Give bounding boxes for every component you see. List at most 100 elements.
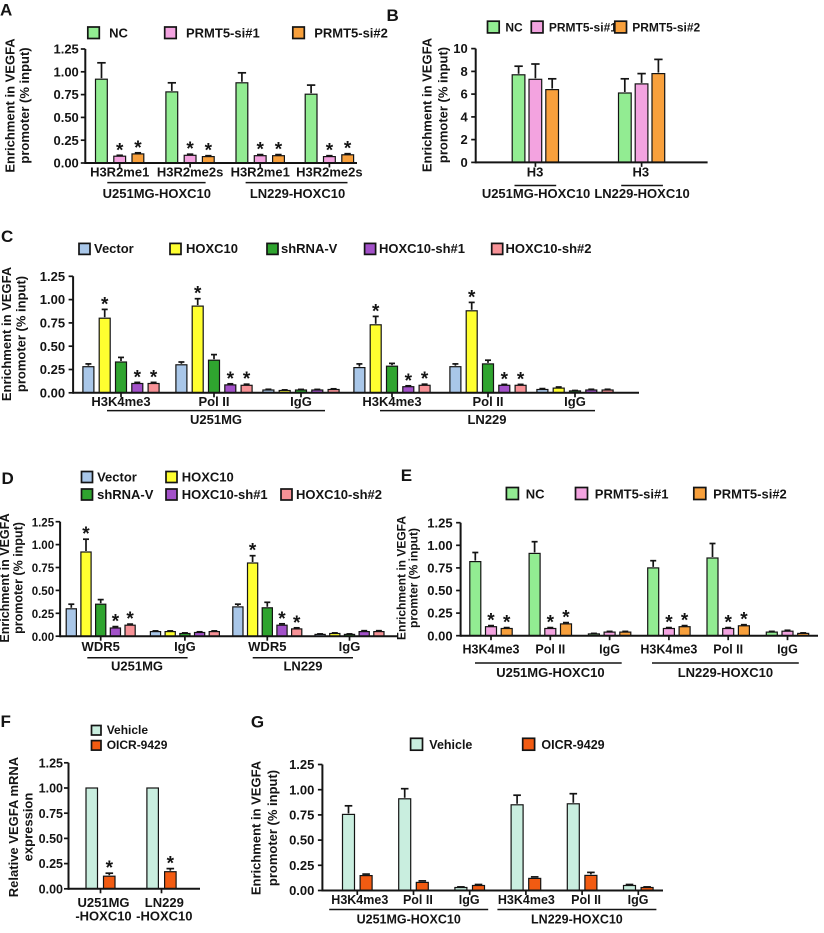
svg-text:promoter (% input): promoter (% input)	[436, 47, 451, 163]
svg-text:Enrichment in VEGFA: Enrichment in VEGFA	[3, 38, 18, 173]
svg-text:H3K4me3: H3K4me3	[498, 893, 555, 907]
svg-text:*: *	[134, 138, 142, 159]
svg-text:*: *	[243, 369, 251, 390]
svg-text:Relative VEGFA mRNA: Relative VEGFA mRNA	[6, 756, 21, 897]
svg-text:0.25: 0.25	[32, 609, 55, 621]
svg-text:PRMT5-si#2: PRMT5-si#2	[314, 25, 388, 40]
svg-text:Pol II: Pol II	[713, 643, 743, 657]
svg-text:*: *	[547, 613, 555, 634]
svg-text:0.25: 0.25	[40, 362, 65, 377]
svg-text:0.50: 0.50	[427, 583, 452, 598]
svg-text:NC: NC	[109, 25, 128, 40]
svg-text:LN229-HOXC10: LN229-HOXC10	[531, 913, 623, 927]
svg-text:HOXC10-sh#1: HOXC10-sh#1	[379, 241, 465, 256]
svg-text:*: *	[256, 140, 264, 161]
svg-text:G: G	[251, 712, 264, 731]
svg-text:H3R2me2s: H3R2me2s	[157, 165, 224, 180]
svg-text:*: *	[186, 139, 194, 160]
svg-text:U251MG-HOXC10: U251MG-HOXC10	[496, 665, 604, 680]
svg-text:H3K4me3: H3K4me3	[463, 643, 520, 657]
svg-text:HOXC10: HOXC10	[182, 469, 234, 484]
svg-text:0.25: 0.25	[289, 858, 314, 873]
svg-text:6: 6	[460, 87, 467, 102]
svg-text:*: *	[227, 369, 235, 390]
svg-text:*: *	[134, 367, 142, 388]
svg-text:1.00: 1.00	[53, 64, 78, 79]
svg-text:1.25: 1.25	[53, 42, 78, 57]
svg-text:HOXC10-sh#2: HOXC10-sh#2	[506, 241, 592, 256]
svg-text:0.75: 0.75	[427, 561, 452, 576]
svg-text:*: *	[82, 524, 90, 545]
svg-text:H3K4me3: H3K4me3	[91, 394, 150, 409]
svg-text:0.00: 0.00	[53, 156, 78, 171]
svg-text:IgG: IgG	[339, 639, 361, 654]
svg-text:U251MG: U251MG	[77, 895, 129, 910]
svg-text:2: 2	[460, 132, 467, 147]
svg-text:0.75: 0.75	[39, 807, 63, 821]
svg-text:H3: H3	[632, 165, 649, 180]
svg-text:Pol II: Pol II	[403, 893, 433, 907]
svg-text:*: *	[205, 141, 213, 162]
svg-text:Pol II: Pol II	[472, 394, 503, 409]
svg-text:B: B	[387, 6, 399, 25]
svg-text:IgG: IgG	[564, 394, 586, 409]
svg-text:Pol II: Pol II	[535, 643, 565, 657]
svg-text:Enrichment in VEGFA: Enrichment in VEGFA	[249, 760, 264, 895]
svg-text:0: 0	[460, 155, 467, 170]
svg-text:H3R2me1: H3R2me1	[90, 165, 149, 180]
svg-text:U251MG-HOXC10: U251MG-HOXC10	[357, 913, 461, 927]
svg-text:PRMT5-si#1: PRMT5-si#1	[549, 21, 617, 35]
svg-text:Vector: Vector	[97, 469, 137, 484]
svg-text:*: *	[344, 139, 352, 160]
svg-text:1.25: 1.25	[40, 269, 65, 284]
svg-text:LN229: LN229	[467, 412, 506, 427]
svg-text:*: *	[665, 613, 673, 634]
svg-text:0.25: 0.25	[53, 133, 78, 148]
svg-text:Pol II: Pol II	[198, 394, 229, 409]
svg-text:*: *	[421, 369, 429, 390]
svg-text:10: 10	[453, 41, 467, 56]
svg-text:*: *	[167, 854, 175, 875]
svg-text:*: *	[468, 287, 476, 308]
svg-text:1.00: 1.00	[289, 782, 314, 797]
svg-text:*: *	[372, 301, 380, 322]
svg-text:*: *	[517, 369, 525, 390]
svg-text:expression: expression	[20, 793, 35, 862]
svg-text:H3R2me2s: H3R2me2s	[296, 165, 363, 180]
svg-text:*: *	[275, 140, 283, 161]
svg-text:1.25: 1.25	[39, 756, 63, 770]
svg-text:1.00: 1.00	[40, 292, 65, 307]
svg-text:H3: H3	[527, 165, 544, 180]
svg-text:1.00: 1.00	[427, 538, 452, 553]
svg-text:Enrichment in VEGFA: Enrichment in VEGFA	[0, 266, 14, 401]
svg-text:*: *	[326, 141, 334, 162]
svg-text:OICR-9429: OICR-9429	[541, 738, 604, 752]
svg-text:Enrichment in VEGFA: Enrichment in VEGFA	[0, 513, 12, 642]
svg-text:0.75: 0.75	[289, 808, 314, 823]
svg-text:1.00: 1.00	[39, 782, 63, 796]
svg-text:NC: NC	[505, 21, 523, 35]
svg-text:*: *	[194, 284, 202, 305]
svg-text:F: F	[1, 712, 11, 731]
svg-text:Vehicle: Vehicle	[107, 723, 149, 737]
svg-text:*: *	[405, 371, 413, 392]
svg-text:LN229: LN229	[145, 895, 184, 910]
svg-text:*: *	[562, 608, 570, 629]
svg-text:0.00: 0.00	[289, 883, 314, 898]
svg-text:0.75: 0.75	[32, 563, 55, 575]
svg-text:promoter (% input): promoter (% input)	[12, 522, 26, 634]
svg-text:H3K4me3: H3K4me3	[362, 394, 421, 409]
svg-text:*: *	[116, 140, 124, 161]
svg-text:A: A	[0, 1, 12, 20]
svg-text:IgG: IgG	[777, 643, 798, 657]
svg-text:shRNA-V: shRNA-V	[281, 241, 338, 256]
svg-text:*: *	[126, 609, 134, 630]
svg-text:0.00: 0.00	[427, 628, 452, 643]
svg-text:1.25: 1.25	[427, 515, 452, 530]
svg-text:1.00: 1.00	[32, 540, 54, 552]
svg-text:*: *	[293, 613, 301, 634]
svg-text:HOXC10: HOXC10	[186, 241, 238, 256]
svg-text:H3K4me3: H3K4me3	[640, 643, 697, 657]
svg-text:LN229-HOXC10: LN229-HOXC10	[678, 665, 773, 680]
svg-text:PRMT5-si#1: PRMT5-si#1	[595, 486, 669, 501]
